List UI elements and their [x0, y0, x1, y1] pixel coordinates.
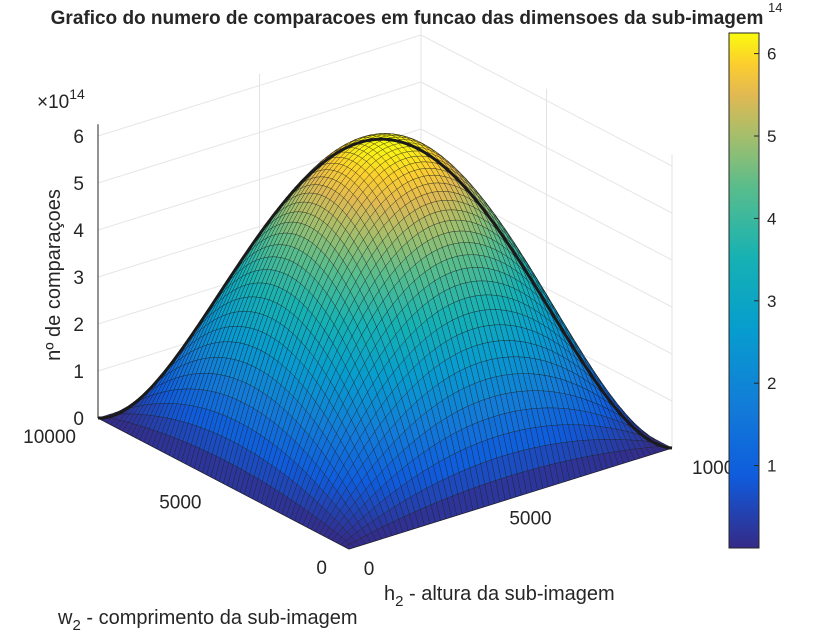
colorbar-tick-label: 4: [767, 209, 776, 228]
y-axis-label-sub: 2: [72, 617, 80, 634]
colorbar-tick-label: 2: [767, 374, 776, 393]
y-axis-label-rest: - comprimento da sub-imagem: [81, 607, 358, 629]
y-tick-label: 10000: [23, 427, 76, 448]
colorbar-exponent-label: 14: [768, 0, 782, 15]
y-axis-label-main: w: [57, 607, 73, 629]
x-axis-label-main: h: [384, 583, 395, 605]
colorbar-tick-label: 6: [767, 45, 776, 64]
colorbar-gradient: [729, 33, 759, 548]
x-axis-label-rest: - altura da sub-imagem: [403, 583, 614, 605]
z-tick-label: 4: [73, 221, 84, 242]
x-tick-label: 5000: [509, 509, 551, 530]
surface-mesh: [98, 134, 672, 550]
colorbar-exponent-power: 14: [768, 0, 782, 15]
z-exponent-base: ×10: [37, 92, 69, 113]
z-tick-label: 6: [73, 127, 84, 148]
z-tick-label: 3: [73, 268, 84, 289]
z-exponent-label: ×1014: [37, 86, 85, 113]
z-tick-label: 1: [73, 362, 84, 383]
y-tick-label: 5000: [159, 493, 201, 514]
x-tick-label: 0: [364, 559, 375, 580]
x-axis-label: h2 - altura da sub-imagem: [384, 583, 615, 610]
colorbar-tick-label: 3: [767, 292, 776, 311]
z-tick-label: 5: [73, 174, 84, 195]
x-axis-label-sub: 2: [395, 593, 403, 610]
z-axis-label: nº de comparaçoes: [43, 189, 65, 361]
colorbar-tick-label: 5: [767, 127, 776, 146]
z-tick-label: 2: [73, 315, 84, 336]
z-exponent-power: 14: [69, 86, 85, 102]
y-axis-label: w2 - comprimento da sub-imagem: [57, 607, 358, 634]
y-tick-label: 0: [316, 558, 327, 579]
colorbar-tick-label: 1: [767, 457, 776, 476]
colorbar: 1 2 3 4 5 6: [729, 33, 776, 548]
chart-title: Grafico do numero de comparacoes em func…: [51, 8, 764, 29]
